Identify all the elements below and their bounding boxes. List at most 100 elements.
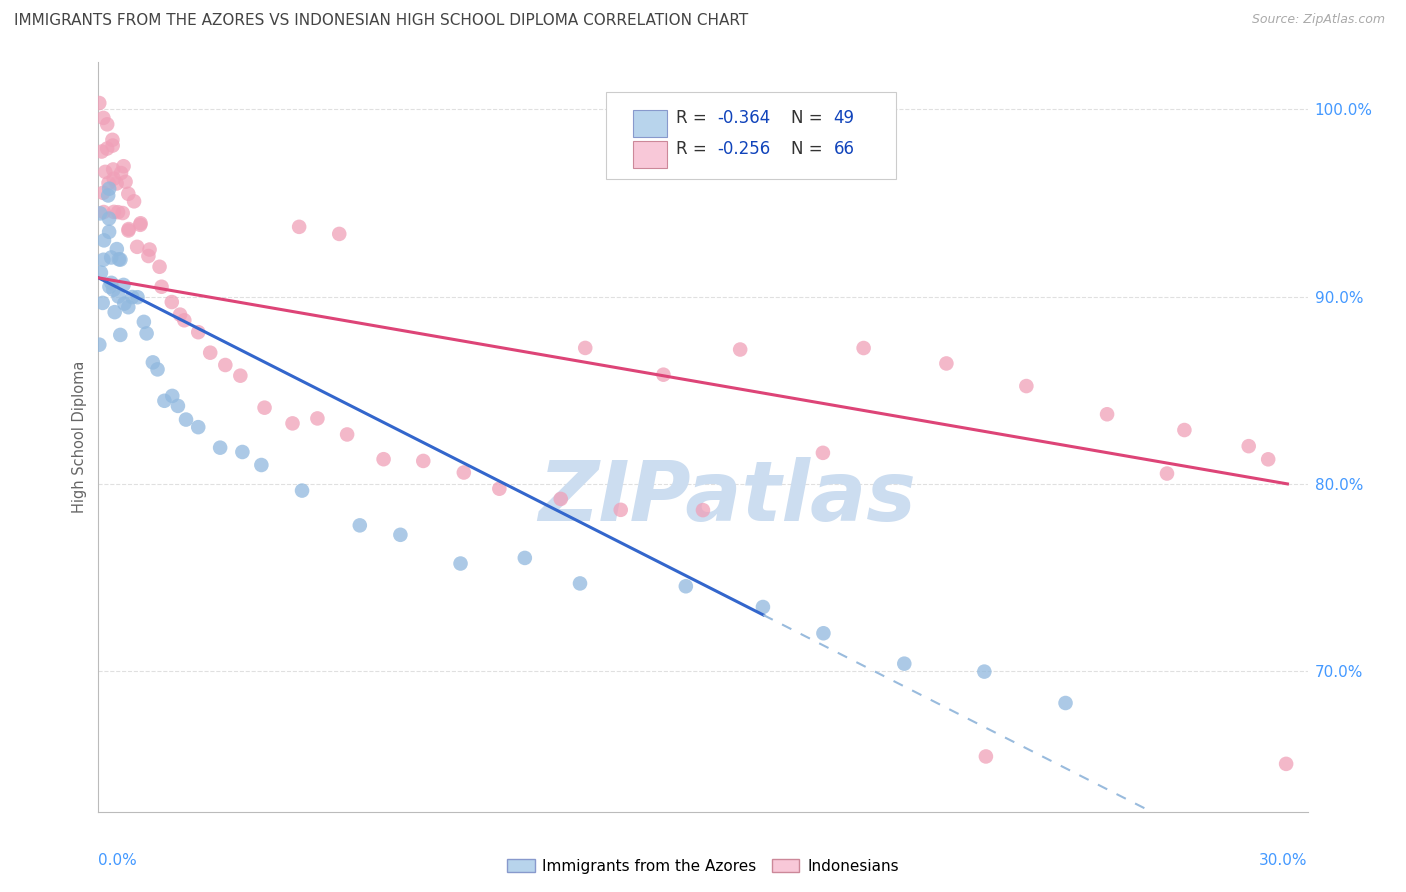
Point bbox=[122, 194, 145, 209]
Text: -0.364: -0.364 bbox=[717, 109, 770, 127]
Point bbox=[94, 165, 117, 179]
Text: 66: 66 bbox=[834, 140, 855, 158]
Text: N =: N = bbox=[792, 140, 828, 158]
Point bbox=[93, 205, 115, 219]
Point bbox=[127, 290, 149, 304]
Point bbox=[773, 147, 796, 161]
Point bbox=[328, 227, 350, 241]
Point bbox=[569, 576, 592, 591]
Point bbox=[142, 355, 165, 369]
Point bbox=[973, 665, 995, 679]
Point bbox=[101, 133, 124, 147]
Point bbox=[90, 145, 112, 159]
Point bbox=[250, 458, 273, 472]
Point bbox=[450, 557, 472, 571]
Point bbox=[127, 240, 149, 254]
Point bbox=[488, 482, 510, 496]
Point bbox=[1015, 379, 1038, 393]
Point bbox=[108, 252, 131, 267]
Point bbox=[1054, 696, 1077, 710]
Legend: Immigrants from the Azores, Indonesians: Immigrants from the Azores, Indonesians bbox=[501, 853, 905, 880]
Point bbox=[117, 223, 139, 237]
Point bbox=[174, 412, 197, 426]
Point bbox=[138, 243, 160, 257]
Point bbox=[114, 175, 136, 189]
Point bbox=[162, 389, 184, 403]
Point bbox=[811, 446, 834, 460]
Point bbox=[105, 177, 128, 191]
Point bbox=[103, 205, 125, 219]
Point bbox=[187, 420, 209, 434]
Point bbox=[160, 295, 183, 310]
Point bbox=[112, 296, 135, 310]
Point bbox=[652, 368, 675, 382]
Point bbox=[100, 251, 122, 265]
Point bbox=[129, 218, 152, 232]
Point bbox=[129, 216, 152, 230]
Point bbox=[513, 550, 536, 565]
Text: N =: N = bbox=[792, 109, 828, 127]
Point bbox=[1275, 756, 1298, 771]
Point bbox=[117, 300, 139, 314]
Point bbox=[167, 399, 190, 413]
Point bbox=[91, 296, 114, 310]
Point bbox=[101, 138, 124, 153]
Point bbox=[111, 206, 134, 220]
Point bbox=[104, 305, 127, 319]
Point bbox=[974, 749, 997, 764]
Point bbox=[935, 356, 957, 370]
Point bbox=[146, 362, 169, 376]
Point bbox=[96, 142, 118, 156]
Point bbox=[1237, 439, 1260, 453]
Point bbox=[1257, 452, 1279, 467]
Point bbox=[675, 579, 697, 593]
Point bbox=[349, 518, 371, 533]
Point bbox=[100, 276, 122, 290]
Point bbox=[1095, 407, 1118, 421]
Point bbox=[89, 96, 111, 111]
Text: ZIPatlas: ZIPatlas bbox=[538, 457, 917, 538]
Bar bbox=[633, 110, 666, 136]
Point bbox=[813, 626, 835, 640]
Point bbox=[187, 325, 209, 339]
Y-axis label: High School Diploma: High School Diploma bbox=[72, 361, 87, 513]
Point bbox=[373, 452, 395, 467]
Point bbox=[253, 401, 276, 415]
Point bbox=[153, 393, 176, 408]
Point bbox=[93, 252, 115, 267]
Point bbox=[132, 315, 155, 329]
Point bbox=[98, 279, 121, 293]
Bar bbox=[633, 141, 666, 168]
Text: -0.256: -0.256 bbox=[717, 140, 770, 158]
Point bbox=[110, 252, 132, 267]
Point bbox=[692, 503, 714, 517]
Point bbox=[103, 283, 125, 297]
Point bbox=[752, 599, 775, 614]
Point bbox=[229, 368, 252, 383]
Point bbox=[609, 503, 631, 517]
Point bbox=[307, 411, 329, 425]
Point bbox=[291, 483, 314, 498]
Text: R =: R = bbox=[676, 109, 713, 127]
Point bbox=[93, 111, 115, 125]
Point bbox=[281, 417, 304, 431]
Point bbox=[105, 242, 128, 256]
Point bbox=[112, 159, 135, 173]
Point bbox=[138, 249, 160, 263]
Point bbox=[173, 313, 195, 327]
Point bbox=[169, 308, 191, 322]
Point bbox=[98, 211, 121, 226]
Point bbox=[89, 337, 111, 351]
Point bbox=[574, 341, 596, 355]
Point bbox=[135, 326, 157, 341]
Point bbox=[107, 289, 129, 303]
Point bbox=[412, 454, 434, 468]
Text: IMMIGRANTS FROM THE AZORES VS INDONESIAN HIGH SCHOOL DIPLOMA CORRELATION CHART: IMMIGRANTS FROM THE AZORES VS INDONESIAN… bbox=[14, 13, 748, 29]
Point bbox=[214, 358, 236, 372]
Point bbox=[110, 327, 132, 342]
Point bbox=[1173, 423, 1195, 437]
Point bbox=[93, 233, 115, 247]
Point bbox=[91, 186, 114, 200]
Point bbox=[336, 427, 359, 442]
Point bbox=[852, 341, 875, 355]
